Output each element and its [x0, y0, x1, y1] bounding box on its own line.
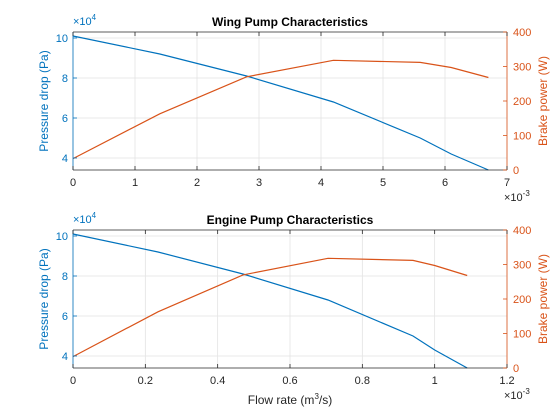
right-axis-label: Brake power (W): [536, 254, 550, 344]
x-axis-label-superscript: 3: [314, 392, 319, 401]
chart-title: Wing Pump Characteristics: [212, 15, 368, 29]
left-y-tick-label: 6: [62, 113, 68, 125]
x-tick-label: 6: [442, 177, 448, 189]
x-tick-label: 1: [432, 375, 438, 387]
x-exponent-power: -3: [523, 387, 531, 396]
plot-area: [73, 32, 507, 170]
x-tick-label: 0.4: [210, 375, 225, 387]
x-tick-label: 4: [318, 177, 324, 189]
series-line-pressure-drop: [72, 233, 468, 369]
right-y-tick-label: 400: [513, 27, 531, 39]
x-tick-label: 2: [194, 177, 200, 189]
left-y-tick-label: 4: [62, 153, 68, 165]
x-axis-exponent: ×10-3: [504, 189, 530, 204]
right-axis-label: Brake power (W): [536, 56, 550, 146]
x-tick-label: 1.2: [499, 375, 514, 387]
series-line-brake-power: [72, 59, 489, 160]
right-y-tick-label: 400: [513, 225, 531, 237]
left-axis-label: Pressure drop (Pa): [37, 248, 51, 349]
x-tick-label: 0.6: [282, 375, 297, 387]
right-y-tick-label: 100: [513, 329, 531, 341]
x-tick-label: 0: [70, 375, 76, 387]
left-y-tick-label: 8: [62, 271, 68, 283]
x-exponent-power: -3: [523, 189, 531, 198]
left-y-tick-label: 10: [56, 33, 68, 45]
left-axis-exponent: ×104: [73, 13, 97, 28]
x-tick-label: 0.2: [138, 375, 153, 387]
x-axis-label-main: Flow rate (m: [248, 393, 315, 407]
right-y-tick-label: 100: [513, 131, 531, 143]
right-y-tick-label: 0: [513, 363, 519, 375]
chart-title: Engine Pump Characteristics: [207, 213, 374, 227]
left-axis-label: Pressure drop (Pa): [37, 50, 51, 151]
series-line-pressure-drop: [72, 35, 489, 171]
x-exponent-base: ×10: [504, 192, 523, 204]
left-y-tick-label: 4: [62, 351, 68, 363]
right-y-tick-label: 0: [513, 165, 519, 177]
x-exponent-base: ×10: [504, 390, 523, 402]
left-y-tick-label: 10: [56, 231, 68, 243]
chart-panel-2: 0 0.2 0.4 0.6 0.8 1 1.2468100100200300400Engin…: [37, 211, 550, 407]
right-y-tick-label: 300: [513, 260, 531, 272]
left-y-tick-label: 8: [62, 73, 68, 85]
x-axis-exponent: ×10-3: [504, 387, 530, 402]
x-tick-label: 0: [70, 177, 76, 189]
x-axis-label: Flow rate (m3/s): [248, 392, 332, 407]
x-tick-label: 5: [380, 177, 386, 189]
left-axis-exponent: ×104: [73, 211, 97, 226]
right-y-tick-label: 300: [513, 62, 531, 74]
left-y-tick-label: 6: [62, 311, 68, 323]
left-exponent-power: 4: [92, 211, 97, 220]
left-exponent-base: ×10: [73, 214, 92, 226]
x-tick-label: 3: [256, 177, 262, 189]
x-tick-label: 0.8: [355, 375, 370, 387]
right-y-tick-label: 200: [513, 294, 531, 306]
series-line-brake-power: [72, 257, 468, 358]
x-axis-label-end: /s): [319, 393, 332, 407]
right-y-tick-label: 200: [513, 96, 531, 108]
left-exponent-base: ×10: [73, 16, 92, 28]
x-tick-label: 7: [504, 177, 510, 189]
left-exponent-power: 4: [92, 13, 97, 22]
x-tick-label: 1: [132, 177, 138, 189]
